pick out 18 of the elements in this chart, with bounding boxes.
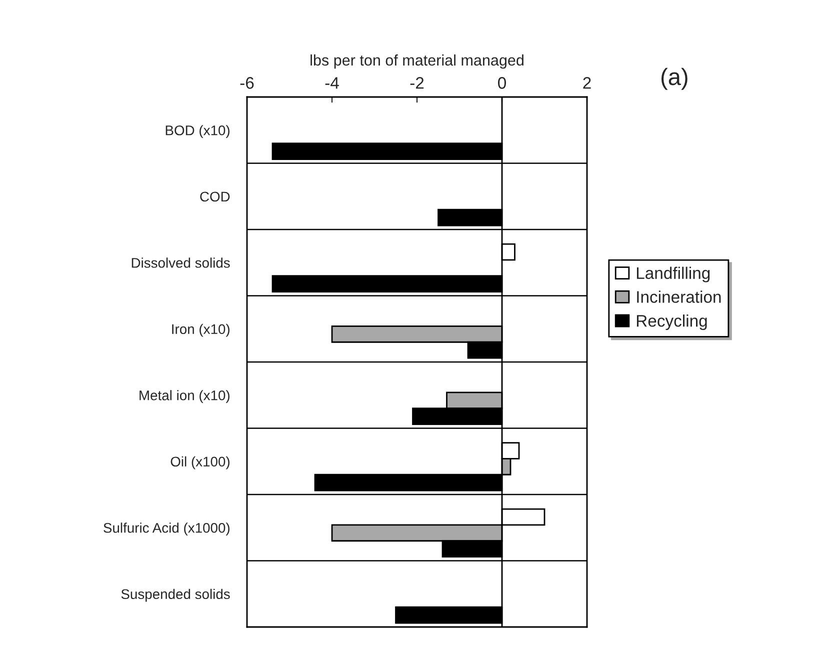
y-tick-label: Dissolved solids — [132, 258, 230, 268]
y-tick-label: BOD (x10) — [166, 125, 230, 138]
y-tick-label: Oil (x100) — [170, 456, 230, 470]
x-tick-label: -4 — [325, 77, 339, 89]
legend-label: Incineration — [637, 290, 721, 303]
y-tick-label: Metal ion (x10) — [140, 390, 230, 404]
legend-label: Recycling — [636, 314, 707, 330]
x-tick-label: -6 — [240, 77, 254, 89]
x-tick-label: 2 — [583, 77, 591, 89]
y-tick-label: Sulfuric Acid (x1000) — [104, 522, 230, 536]
x-axis-title: lbs per ton of material managed — [310, 54, 524, 69]
y-tick-label: Suspended solids — [121, 588, 230, 602]
x-tick-label: 0 — [498, 77, 506, 89]
x-tick-label: -2 — [410, 77, 424, 89]
legend-label: Landfilling — [636, 266, 710, 282]
y-tick-label: COD — [200, 192, 230, 202]
y-tick-label: Iron (x10) — [172, 324, 230, 337]
text: (a) — [661, 68, 688, 90]
